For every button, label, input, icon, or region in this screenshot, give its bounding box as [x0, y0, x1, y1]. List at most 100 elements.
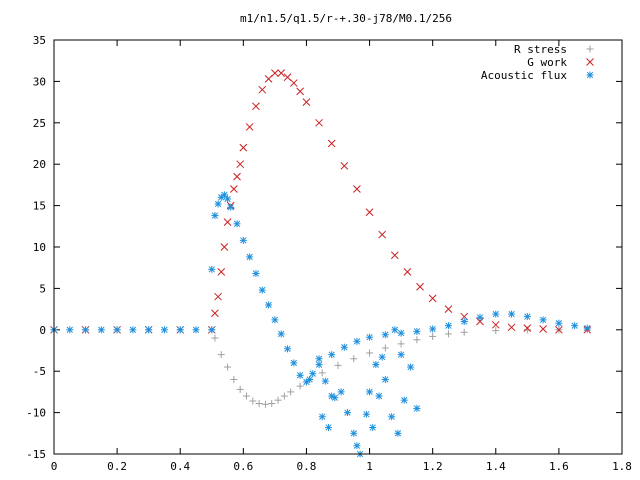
r-stress-point	[350, 355, 358, 363]
axis-ticks: 0 0.2 0.4 0.6 0.8 1 1.2 1.4 1.6 1.8 -15 -10 -5 0 5 10 15…	[26, 34, 632, 473]
data-points	[50, 69, 592, 458]
acoustic-flux-point	[290, 359, 298, 367]
x-tick-label: 0	[51, 460, 58, 473]
acoustic-flux-point	[325, 424, 333, 432]
acoustic-flux-point	[397, 329, 405, 337]
r-stress-point	[280, 392, 288, 400]
acoustic-flux-point	[252, 269, 260, 277]
g-work-point	[217, 267, 226, 276]
acoustic-flux-point	[391, 326, 399, 334]
acoustic-flux-point	[113, 326, 121, 334]
acoustic-flux-point	[284, 345, 292, 353]
r-stress-point	[318, 369, 326, 377]
acoustic-flux-point	[328, 392, 336, 400]
acoustic-flux-point	[388, 413, 396, 421]
g-work-point	[539, 325, 547, 333]
g-work-point	[390, 251, 399, 260]
acoustic-flux-point	[476, 313, 484, 321]
g-work-point	[353, 185, 361, 193]
r-stress-point	[334, 361, 342, 369]
r-stress-point	[236, 385, 244, 393]
acoustic-flux-point	[82, 326, 90, 334]
y-tick-label: 0	[39, 324, 46, 337]
acoustic-flux-point	[444, 322, 452, 330]
g-work-point	[403, 267, 412, 276]
acoustic-flux-point	[271, 316, 279, 324]
x-tick-label: 1.4	[486, 460, 506, 473]
acoustic-flux-point	[328, 351, 336, 359]
acoustic-flux-point	[372, 361, 380, 369]
y-tick-label: 20	[33, 158, 46, 171]
plot-frame	[53, 39, 623, 455]
r-stress-point	[217, 351, 225, 359]
g-work-point	[555, 325, 563, 334]
acoustic-flux-point	[366, 333, 374, 341]
acoustic-flux-point	[309, 370, 317, 378]
y-tick-label: 5	[39, 282, 46, 295]
g-work-point	[289, 79, 298, 87]
acoustic-flux-point	[318, 413, 326, 421]
acoustic-flux-point	[397, 351, 405, 359]
acoustic-flux-point	[227, 203, 235, 211]
y-tick-label: 25	[33, 117, 46, 130]
acoustic-flux-point	[350, 429, 358, 437]
g-work-point	[277, 69, 286, 77]
acoustic-flux-point	[400, 396, 408, 404]
r-stress-point	[381, 344, 389, 352]
g-work-point	[416, 282, 424, 291]
legend-label-acoustic-flux: Acoustic flux	[481, 69, 567, 82]
r-stress-point	[249, 397, 257, 405]
x-tick-label: 1.2	[423, 460, 443, 473]
g-work-point	[239, 143, 248, 152]
acoustic-flux-point	[315, 355, 323, 363]
acoustic-flux-point	[429, 325, 437, 333]
acoustic-flux-point	[583, 324, 591, 332]
acoustic-flux-point	[129, 326, 137, 334]
g-work-point	[428, 294, 437, 303]
x-tick-label: 1.8	[612, 460, 632, 473]
r-stress-point	[413, 336, 421, 344]
g-work-point	[507, 323, 516, 332]
acoustic-flux-point	[321, 377, 329, 385]
acoustic-flux-point	[258, 286, 266, 294]
legend-label-r-stress: R stress	[514, 43, 567, 56]
acoustic-flux-point	[539, 316, 547, 324]
acoustic-flux-point	[381, 331, 389, 339]
y-tick-label: 35	[33, 34, 46, 47]
x-tick-label: 1.6	[549, 460, 569, 473]
y-tick-label: -10	[26, 407, 46, 420]
g-work-point	[491, 320, 500, 329]
r-stress-point	[429, 332, 437, 340]
y-tick-label: 15	[33, 200, 46, 213]
g-work-point	[220, 243, 229, 251]
g-work-point	[365, 208, 374, 217]
acoustic-flux-point	[214, 200, 222, 208]
acoustic-flux-point	[337, 388, 345, 396]
acoustic-flux-point	[369, 424, 377, 432]
acoustic-flux-point	[208, 326, 216, 334]
g-work-point	[258, 85, 267, 94]
acoustic-flux-point	[224, 195, 232, 203]
g-work-point	[233, 172, 241, 181]
acoustic-flux-point	[239, 236, 247, 244]
r-stress-point	[255, 399, 263, 407]
acoustic-flux-point	[66, 326, 74, 334]
y-tick-label: 10	[33, 241, 46, 254]
g-work-point	[236, 160, 245, 169]
acoustic-flux-point	[277, 330, 285, 338]
acoustic-flux-point	[381, 375, 389, 383]
acoustic-flux-point	[306, 375, 314, 383]
acoustic-flux-point	[246, 253, 254, 261]
acoustic-flux-point	[460, 318, 468, 326]
r-stress-point	[460, 328, 468, 336]
acoustic-flux-point	[571, 322, 579, 330]
r-stress-point	[211, 334, 219, 342]
x-tick-label: 0.4	[170, 460, 190, 473]
g-work-point	[327, 139, 336, 148]
legend-marker-acoustic-flux	[586, 71, 594, 79]
x-tick-label: 0.2	[107, 460, 127, 473]
acoustic-flux-point	[192, 326, 200, 334]
g-work-point	[296, 87, 304, 96]
acoustic-flux-point	[407, 363, 415, 371]
acoustic-flux-point	[208, 265, 216, 273]
